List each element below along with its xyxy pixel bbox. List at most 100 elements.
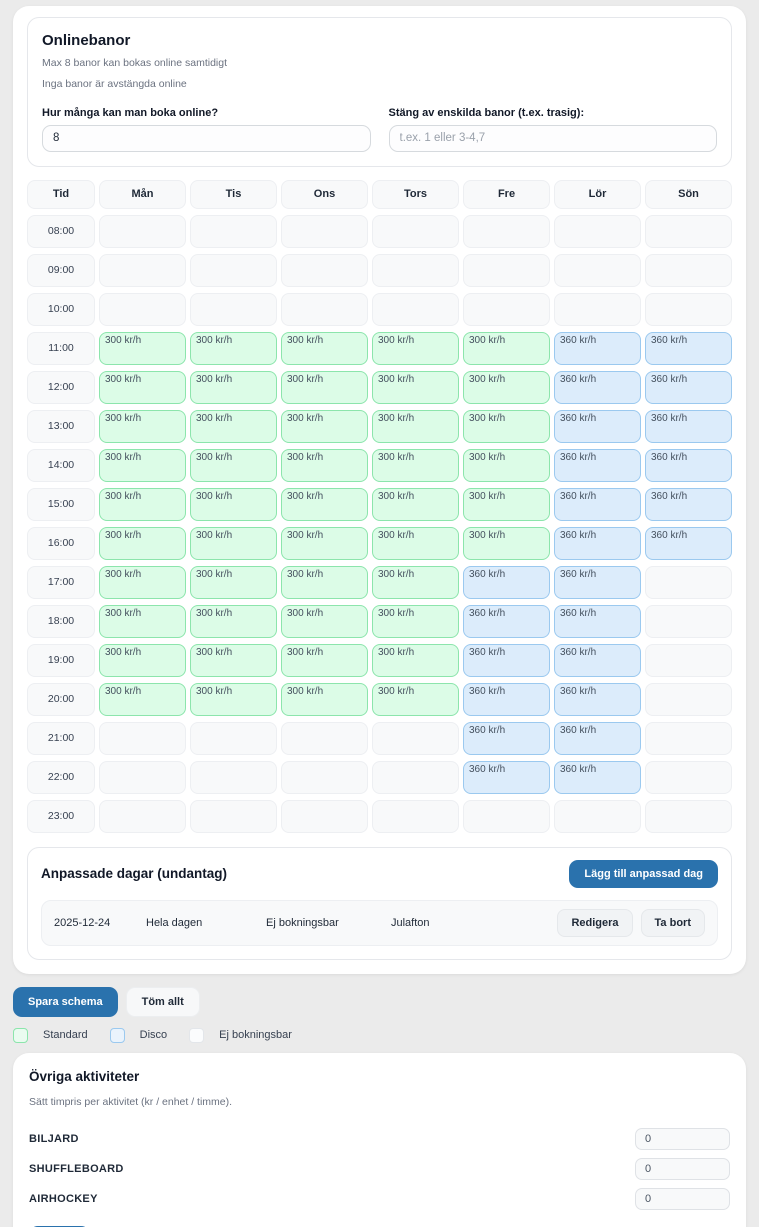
schedule-cell[interactable] <box>190 799 277 833</box>
schedule-cell[interactable]: 300 kr/h <box>281 487 368 521</box>
schedule-cell[interactable] <box>281 292 368 326</box>
schedule-cell[interactable]: 300 kr/h <box>190 331 277 365</box>
airhockey-price-input[interactable] <box>635 1187 730 1210</box>
schedule-cell[interactable]: 300 kr/h <box>281 409 368 443</box>
schedule-cell[interactable]: 360 kr/h <box>463 604 550 638</box>
schedule-cell[interactable]: 300 kr/h <box>190 448 277 482</box>
schedule-cell[interactable]: 360 kr/h <box>463 565 550 599</box>
schedule-cell[interactable] <box>372 760 459 794</box>
schedule-cell[interactable]: 300 kr/h <box>190 409 277 443</box>
schedule-cell[interactable]: 360 kr/h <box>554 643 641 677</box>
schedule-cell[interactable]: 360 kr/h <box>554 760 641 794</box>
schedule-cell[interactable]: 300 kr/h <box>372 565 459 599</box>
schedule-cell[interactable]: 300 kr/h <box>190 526 277 560</box>
schedule-cell[interactable] <box>281 799 368 833</box>
schedule-cell[interactable] <box>372 253 459 287</box>
schedule-cell[interactable]: 360 kr/h <box>554 409 641 443</box>
schedule-cell[interactable]: 300 kr/h <box>463 331 550 365</box>
schedule-cell[interactable]: 300 kr/h <box>281 331 368 365</box>
schedule-cell[interactable] <box>372 721 459 755</box>
schedule-cell[interactable]: 360 kr/h <box>554 682 641 716</box>
schedule-cell[interactable] <box>99 253 186 287</box>
schedule-cell[interactable]: 300 kr/h <box>190 487 277 521</box>
schedule-cell[interactable]: 300 kr/h <box>99 604 186 638</box>
schedule-cell[interactable]: 300 kr/h <box>99 409 186 443</box>
schedule-cell[interactable] <box>554 253 641 287</box>
schedule-cell[interactable] <box>99 760 186 794</box>
schedule-cell[interactable]: 300 kr/h <box>372 331 459 365</box>
schedule-cell[interactable] <box>645 760 732 794</box>
schedule-cell[interactable]: 300 kr/h <box>190 604 277 638</box>
delete-custom-day-button[interactable]: Ta bort <box>640 908 705 937</box>
schedule-cell[interactable]: 360 kr/h <box>554 487 641 521</box>
schedule-cell[interactable]: 300 kr/h <box>463 409 550 443</box>
schedule-cell[interactable] <box>99 214 186 248</box>
schedule-cell[interactable]: 300 kr/h <box>463 487 550 521</box>
schedule-cell[interactable]: 360 kr/h <box>554 331 641 365</box>
schedule-cell[interactable] <box>463 253 550 287</box>
schedule-cell[interactable] <box>281 253 368 287</box>
schedule-cell[interactable]: 360 kr/h <box>645 370 732 404</box>
add-custom-day-button[interactable]: Lägg till anpassad dag <box>569 859 718 888</box>
schedule-cell[interactable]: 360 kr/h <box>554 565 641 599</box>
schedule-cell[interactable]: 360 kr/h <box>645 487 732 521</box>
schedule-cell[interactable]: 300 kr/h <box>190 682 277 716</box>
schedule-cell[interactable]: 300 kr/h <box>463 526 550 560</box>
schedule-cell[interactable] <box>281 760 368 794</box>
clear-all-button[interactable]: Töm allt <box>125 986 200 1017</box>
schedule-cell[interactable]: 360 kr/h <box>554 604 641 638</box>
edit-custom-day-button[interactable]: Redigera <box>557 908 633 937</box>
schedule-cell[interactable]: 360 kr/h <box>645 409 732 443</box>
schedule-cell[interactable] <box>190 760 277 794</box>
schedule-cell[interactable] <box>372 214 459 248</box>
schedule-cell[interactable]: 360 kr/h <box>645 331 732 365</box>
schedule-cell[interactable] <box>99 292 186 326</box>
schedule-cell[interactable]: 300 kr/h <box>99 487 186 521</box>
schedule-cell[interactable]: 300 kr/h <box>372 487 459 521</box>
schedule-cell[interactable] <box>645 604 732 638</box>
schedule-cell[interactable]: 360 kr/h <box>463 682 550 716</box>
schedule-cell[interactable] <box>372 292 459 326</box>
biljard-price-input[interactable] <box>635 1127 730 1150</box>
schedule-cell[interactable]: 300 kr/h <box>372 526 459 560</box>
disabled-lanes-input[interactable] <box>388 124 717 152</box>
schedule-cell[interactable]: 300 kr/h <box>99 682 186 716</box>
schedule-cell[interactable]: 300 kr/h <box>99 370 186 404</box>
schedule-cell[interactable] <box>281 721 368 755</box>
schedule-cell[interactable]: 300 kr/h <box>99 526 186 560</box>
schedule-cell[interactable] <box>645 214 732 248</box>
schedule-cell[interactable] <box>190 253 277 287</box>
schedule-cell[interactable]: 300 kr/h <box>372 604 459 638</box>
schedule-cell[interactable] <box>645 565 732 599</box>
schedule-cell[interactable] <box>463 292 550 326</box>
schedule-cell[interactable]: 360 kr/h <box>554 448 641 482</box>
schedule-cell[interactable] <box>190 214 277 248</box>
schedule-cell[interactable] <box>645 253 732 287</box>
schedule-cell[interactable] <box>554 214 641 248</box>
schedule-cell[interactable]: 300 kr/h <box>281 565 368 599</box>
schedule-cell[interactable]: 300 kr/h <box>372 682 459 716</box>
save-activities-button[interactable]: Spara <box>29 1225 90 1227</box>
schedule-cell[interactable]: 360 kr/h <box>554 526 641 560</box>
schedule-cell[interactable]: 300 kr/h <box>281 643 368 677</box>
schedule-cell[interactable] <box>99 799 186 833</box>
schedule-cell[interactable] <box>645 292 732 326</box>
schedule-cell[interactable]: 300 kr/h <box>372 370 459 404</box>
schedule-cell[interactable]: 360 kr/h <box>554 370 641 404</box>
schedule-cell[interactable] <box>463 799 550 833</box>
schedule-cell[interactable]: 300 kr/h <box>281 604 368 638</box>
schedule-cell[interactable] <box>372 799 459 833</box>
schedule-cell[interactable]: 300 kr/h <box>99 643 186 677</box>
schedule-cell[interactable]: 300 kr/h <box>463 370 550 404</box>
schedule-cell[interactable] <box>281 214 368 248</box>
schedule-cell[interactable] <box>190 292 277 326</box>
schedule-cell[interactable]: 300 kr/h <box>281 526 368 560</box>
schedule-cell[interactable]: 360 kr/h <box>645 526 732 560</box>
schedule-cell[interactable] <box>645 799 732 833</box>
schedule-cell[interactable]: 300 kr/h <box>281 682 368 716</box>
schedule-cell[interactable]: 300 kr/h <box>190 370 277 404</box>
schedule-cell[interactable]: 300 kr/h <box>99 331 186 365</box>
schedule-cell[interactable]: 300 kr/h <box>281 370 368 404</box>
schedule-cell[interactable]: 300 kr/h <box>190 643 277 677</box>
schedule-cell[interactable]: 300 kr/h <box>372 643 459 677</box>
